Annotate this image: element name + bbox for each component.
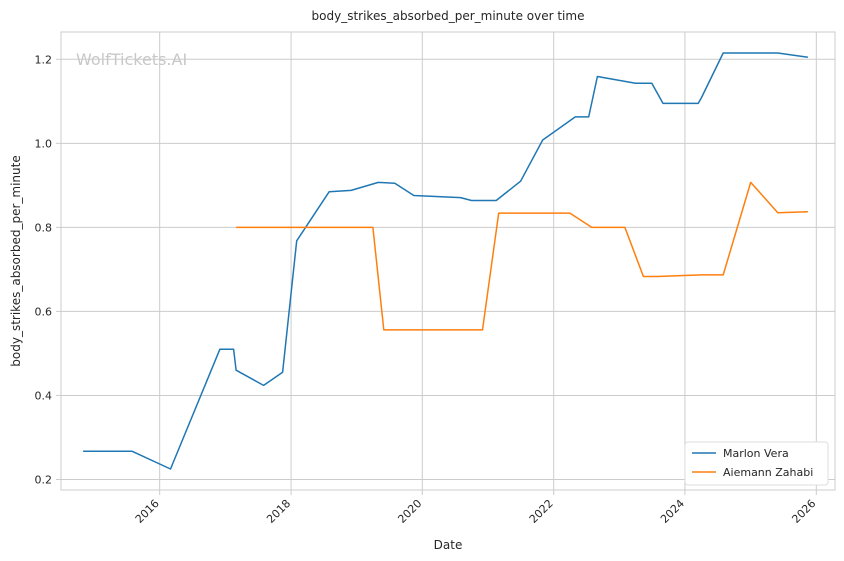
y-tick-label: 1.0 [35, 137, 53, 150]
y-tick-labels: 0.2 0.4 0.6 0.8 1.0 1.2 [35, 53, 53, 486]
legend-box [684, 441, 829, 486]
x-tick-label: 2024 [658, 497, 687, 526]
y-tick-label: 0.6 [35, 305, 53, 318]
x-tick-label: 2022 [527, 497, 556, 526]
x-tick-label: 2018 [264, 497, 293, 526]
watermark: WolfTickets.AI [76, 50, 187, 69]
x-axis-label: Date [434, 538, 463, 552]
y-tick-label: 0.8 [35, 221, 53, 234]
y-tick-label: 1.2 [35, 53, 53, 66]
x-tick-label: 2026 [789, 497, 818, 526]
series-line-marlon-vera [83, 52, 809, 470]
y-tick-label: 0.4 [35, 389, 53, 402]
x-tick-label: 2016 [133, 497, 162, 526]
legend-label-aiemann-zahabi: Aiemann Zahabi [723, 466, 813, 479]
legend: Marlon Vera Aiemann Zahabi [684, 441, 829, 486]
plot-area [60, 31, 836, 491]
series-line-aiemann-zahabi [236, 181, 808, 331]
y-axis-label: body_strikes_absorbed_per_minute [9, 155, 23, 366]
x-tick-labels: 2016 2018 2020 2022 2024 2026 [133, 497, 819, 526]
legend-label-marlon-vera: Marlon Vera [723, 447, 789, 460]
chart-title: body_strikes_absorbed_per_minute over ti… [312, 9, 585, 23]
y-tick-label: 0.2 [35, 473, 53, 486]
x-tick-label: 2020 [395, 497, 424, 526]
series-lines [83, 52, 809, 470]
